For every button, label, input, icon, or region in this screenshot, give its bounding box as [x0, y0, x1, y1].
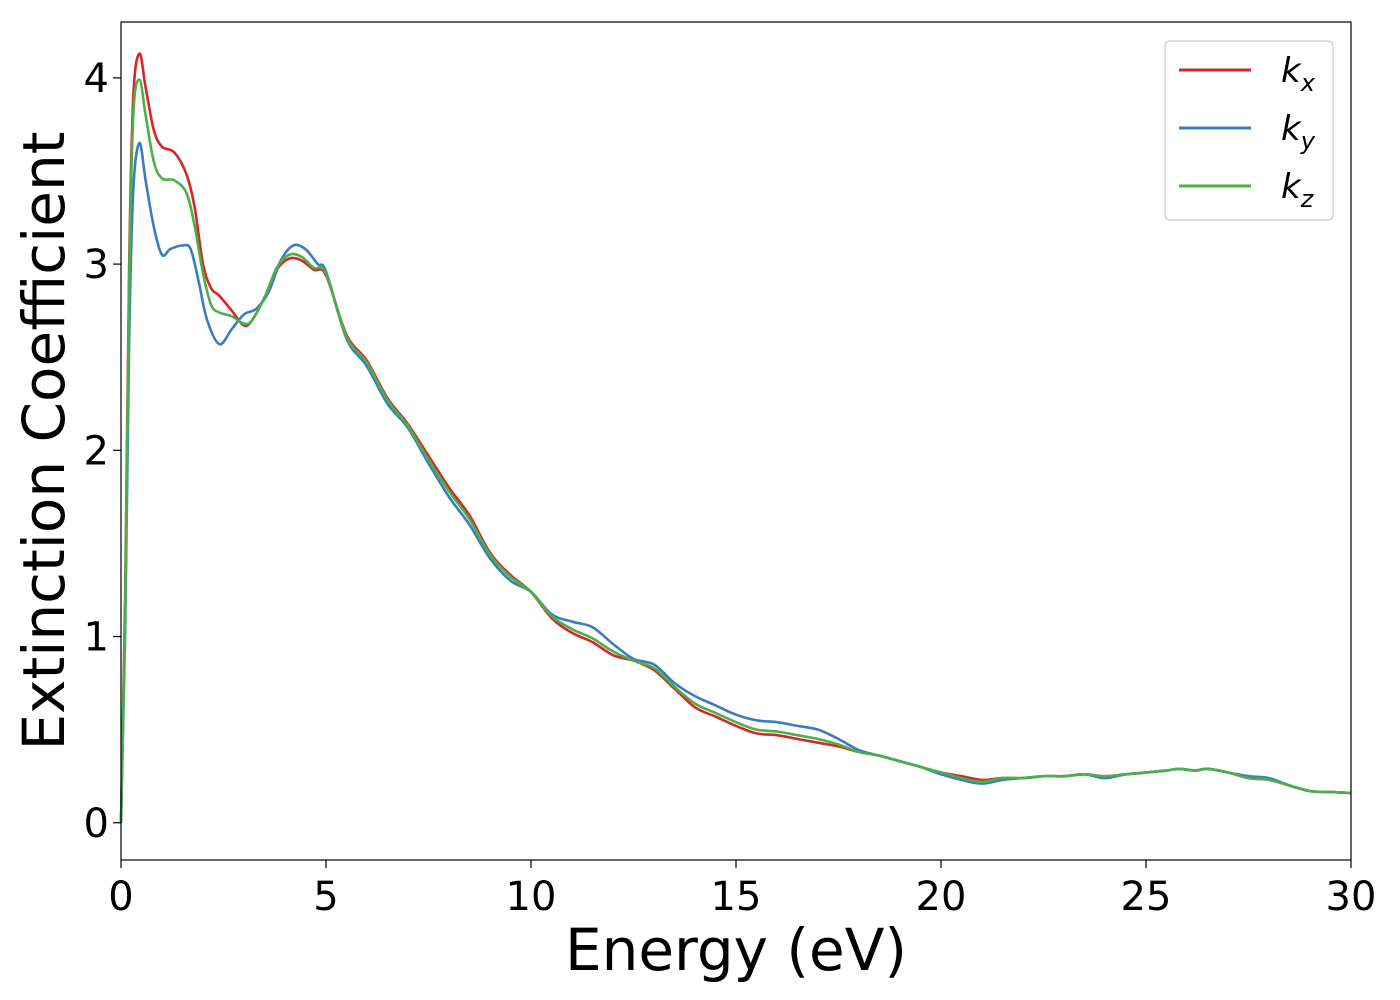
x-tick-label: 5 — [313, 874, 338, 920]
legend-label-kx: kx — [1281, 51, 1316, 97]
y-axis-label: Extinction Coefficient — [10, 132, 78, 751]
x-tick-label: 0 — [108, 874, 133, 920]
y-tick-label: 1 — [84, 615, 109, 661]
legend-label-ky: ky — [1281, 109, 1316, 155]
plot-area — [121, 22, 1351, 860]
y-tick-label: 2 — [84, 428, 109, 474]
y-tick-label: 0 — [84, 801, 109, 847]
x-tick-label: 25 — [1121, 874, 1172, 920]
x-tick-label: 15 — [711, 874, 762, 920]
y-tick-label: 3 — [84, 242, 109, 288]
x-axis: 0 5 10 15 20 25 30 — [108, 860, 1376, 920]
legend: kx ky kz — [1164, 40, 1334, 221]
y-tick-label: 4 — [84, 56, 109, 102]
x-tick-label: 10 — [506, 874, 557, 920]
series-layer — [119, 52, 1352, 823]
legend-box — [1164, 40, 1334, 221]
series-line-kz — [119, 78, 1352, 823]
x-tick-label: 30 — [1326, 874, 1377, 920]
y-axis: 0 1 2 3 4 — [84, 56, 121, 847]
x-tick-label: 20 — [916, 874, 967, 920]
legend-label-kz: kz — [1281, 167, 1315, 213]
x-axis-label: Energy (eV) — [565, 916, 907, 984]
